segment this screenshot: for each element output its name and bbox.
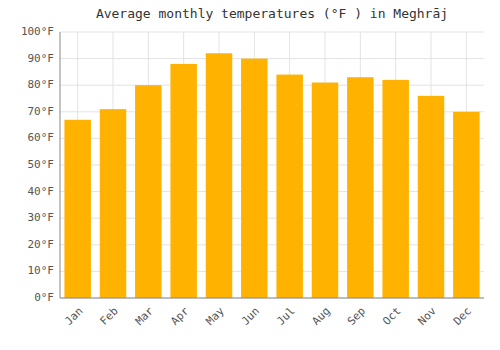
bar [135, 85, 162, 298]
chart: 0°F 10°F 20°F 30°F 40°F 50°F 60°F 70°F 80°F 90°F 1… [0, 0, 500, 350]
x-tick-label: Dec [451, 305, 474, 328]
x-tick-label: Feb [98, 305, 121, 328]
bar [453, 112, 480, 298]
y-tick-label: 20°F [28, 238, 55, 251]
y-tick-label: 100°F [21, 25, 54, 38]
x-axis-line [60, 298, 484, 299]
x-tick-label: Apr [168, 304, 192, 328]
bar [170, 64, 197, 298]
x-tick-label: Nov [416, 304, 440, 328]
x-tick-label: Oct [380, 305, 403, 328]
bar [312, 83, 339, 298]
grid-line [60, 58, 484, 59]
chart-container: 0°F 10°F 20°F 30°F 40°F 50°F 60°F 70°F 80°F 90°F 1… [0, 0, 500, 350]
x-tick-label: Sep [345, 305, 368, 328]
grid-line [60, 298, 484, 299]
x-tick-label: Aug [310, 305, 333, 328]
bar [276, 75, 303, 298]
x-tick-label: Jul [274, 305, 297, 328]
x-tick-label: Jun [239, 305, 262, 328]
bar [382, 80, 409, 298]
axes: 0°F 10°F 20°F 30°F 40°F 50°F 60°F 70°F 80°F 90°F 1… [21, 25, 484, 328]
x-tick-label: Mar [133, 304, 157, 328]
bars [64, 53, 479, 298]
grid-line [60, 32, 484, 33]
bar [241, 59, 267, 298]
y-tick-label: 10°F [28, 264, 55, 277]
background [0, 0, 500, 350]
grid-line [60, 85, 484, 86]
y-tick-label: 50°F [28, 158, 55, 171]
y-axis-line [60, 32, 61, 298]
bar [418, 96, 445, 298]
grid [60, 32, 484, 298]
y-tick-label: 80°F [28, 78, 55, 91]
title: Average monthly temperatures (°F ) in Me… [96, 6, 448, 21]
bar [100, 109, 127, 298]
y-tick-label: 70°F [28, 105, 55, 118]
bar [347, 77, 374, 298]
y-tick-label: 0°F [34, 291, 54, 304]
y-tick-label: 30°F [28, 211, 55, 224]
x-tick-label: Jan [62, 305, 85, 328]
bar [64, 120, 91, 298]
y-tick-label: 40°F [28, 185, 55, 198]
y-tick-label: 90°F [28, 52, 55, 65]
bar [206, 53, 233, 298]
x-tick-label: May [204, 304, 228, 328]
y-tick-label: 60°F [28, 131, 55, 144]
